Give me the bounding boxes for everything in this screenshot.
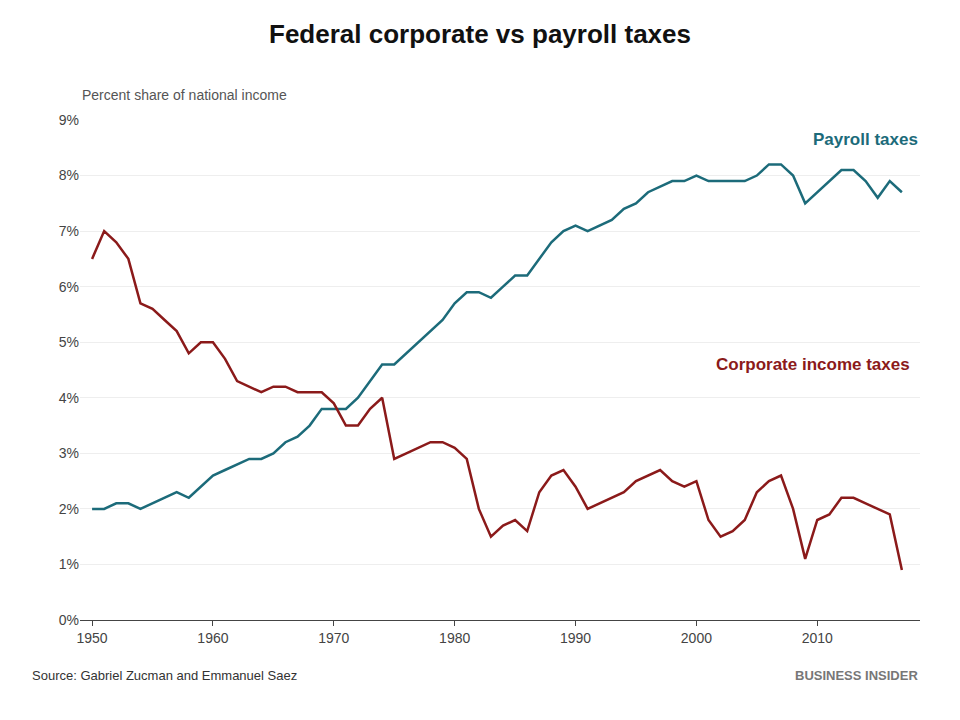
svg-text:0%: 0% [59, 612, 79, 628]
svg-text:3%: 3% [59, 445, 79, 461]
svg-text:1990: 1990 [560, 630, 591, 646]
svg-text:Payroll taxes: Payroll taxes [813, 130, 918, 149]
svg-text:Source: Gabriel Zucman and Emm: Source: Gabriel Zucman and Emmanuel Saez [32, 668, 297, 683]
svg-text:6%: 6% [59, 279, 79, 295]
svg-text:1960: 1960 [197, 630, 228, 646]
svg-text:2010: 2010 [802, 630, 833, 646]
svg-text:Corporate income taxes: Corporate income taxes [716, 355, 910, 374]
svg-text:1950: 1950 [77, 630, 108, 646]
svg-text:8%: 8% [59, 167, 79, 183]
svg-text:1970: 1970 [318, 630, 349, 646]
svg-text:1%: 1% [59, 556, 79, 572]
svg-text:9%: 9% [59, 112, 79, 128]
svg-text:5%: 5% [59, 334, 79, 350]
svg-text:1980: 1980 [439, 630, 470, 646]
svg-text:2%: 2% [59, 501, 79, 517]
svg-text:2000: 2000 [681, 630, 712, 646]
svg-text:Federal corporate vs payroll t: Federal corporate vs payroll taxes [269, 19, 691, 49]
svg-text:7%: 7% [59, 223, 79, 239]
svg-text:BUSINESS INSIDER: BUSINESS INSIDER [795, 668, 918, 683]
svg-text:4%: 4% [59, 390, 79, 406]
svg-text:Percent share of national inco: Percent share of national income [82, 87, 287, 103]
